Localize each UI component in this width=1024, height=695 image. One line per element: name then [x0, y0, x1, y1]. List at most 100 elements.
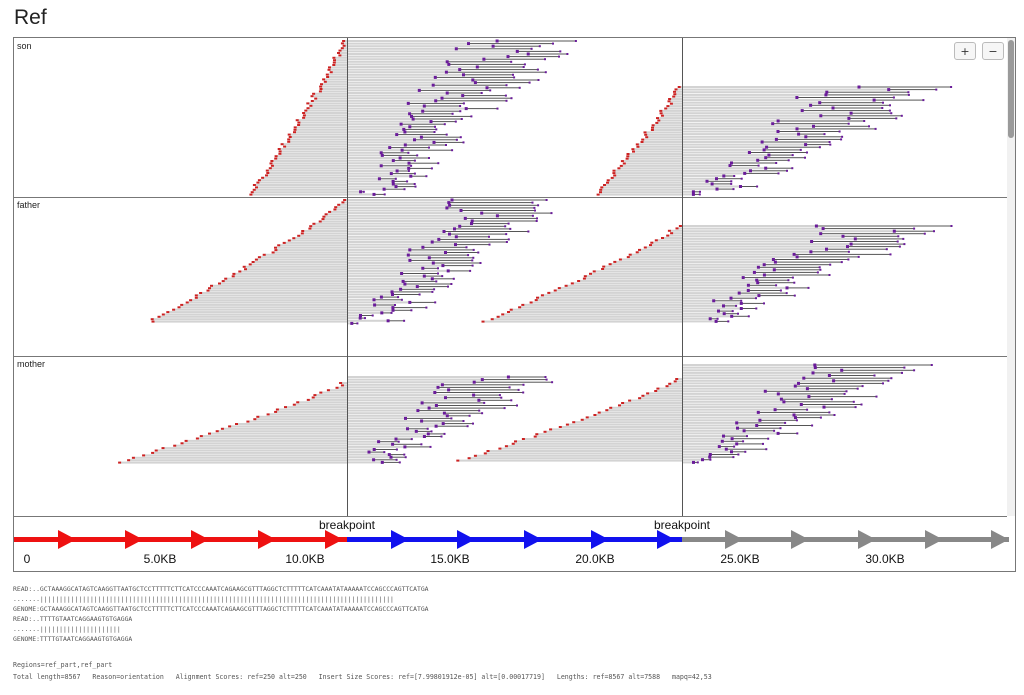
read-segment	[682, 398, 782, 401]
read-segment	[347, 105, 425, 107]
read-segment	[682, 266, 759, 269]
read-segment	[347, 376, 509, 378]
read-segment	[425, 306, 428, 309]
read-segment	[256, 415, 260, 418]
read-segment	[265, 169, 269, 172]
read-segment	[856, 387, 859, 390]
read-segment	[602, 186, 682, 189]
read-segment	[444, 396, 447, 400]
read-segment	[755, 424, 759, 427]
read-segment	[418, 293, 421, 296]
read-segment	[646, 392, 650, 395]
read-segment	[606, 181, 609, 184]
read-segment	[799, 403, 803, 406]
read-segment	[668, 98, 672, 100]
read-segment	[592, 270, 596, 273]
read-segment	[758, 282, 795, 284]
read-segment	[464, 74, 513, 76]
read-segment	[379, 151, 383, 155]
read-segment	[504, 445, 508, 448]
genome-segment	[14, 537, 347, 542]
read-segment	[719, 446, 735, 448]
read-segment	[347, 388, 450, 391]
read-segment	[163, 313, 347, 316]
read-segment	[526, 52, 530, 56]
read-segment	[433, 75, 437, 79]
read-segment	[682, 456, 711, 459]
read-segment	[362, 190, 365, 193]
read-segment	[733, 445, 736, 448]
read-segment	[257, 256, 261, 259]
read-segment	[347, 285, 418, 288]
read-segment	[347, 120, 432, 123]
read-segment	[347, 190, 362, 193]
read-segment	[825, 90, 829, 94]
read-segment	[682, 225, 817, 227]
read-segment	[440, 435, 443, 438]
read-segment	[840, 368, 844, 372]
read-segment	[433, 131, 436, 133]
read-segment	[682, 130, 779, 133]
read-segment	[256, 181, 260, 184]
read-segment	[682, 307, 742, 310]
read-segment	[430, 277, 434, 281]
read-segment	[270, 167, 347, 170]
read-segment	[791, 167, 794, 170]
read-segment	[166, 311, 170, 314]
read-segment	[347, 212, 483, 215]
read-segment	[549, 428, 553, 431]
read-segment	[841, 135, 844, 138]
read-segment	[472, 220, 537, 222]
read-segment	[297, 119, 347, 122]
read-segment	[324, 78, 347, 81]
alignment-viewer[interactable]: son father mother + − 0 5.0KB 10.0KB 15.…	[13, 37, 1016, 572]
zoom-in-button[interactable]: +	[954, 42, 976, 60]
read-segment	[278, 150, 282, 153]
read-segment	[347, 164, 382, 167]
read-segment	[580, 418, 584, 421]
read-segment	[459, 209, 463, 212]
read-segment	[741, 186, 758, 187]
read-segment	[730, 161, 733, 165]
read-segment	[408, 428, 428, 430]
read-segment	[408, 125, 412, 129]
read-segment	[510, 60, 513, 63]
vertical-scrollbar[interactable]	[1007, 38, 1015, 516]
read-segment	[449, 202, 533, 204]
read-segment	[191, 299, 347, 302]
read-segment	[618, 404, 621, 407]
scrollbar-thumb[interactable]	[1008, 40, 1014, 138]
read-segment	[682, 261, 776, 264]
read-segment	[791, 154, 794, 157]
read-segment	[420, 419, 424, 423]
read-segment	[544, 376, 547, 378]
zoom-out-button[interactable]: −	[982, 42, 1004, 60]
read-segment	[413, 172, 416, 175]
read-segment	[316, 97, 347, 100]
read-segment	[347, 301, 411, 304]
read-segment	[347, 214, 498, 217]
track-label-son: son	[17, 41, 32, 51]
read-segment	[447, 92, 482, 94]
read-segment	[402, 273, 438, 274]
read-segment	[443, 123, 446, 126]
read-segment	[522, 383, 525, 386]
read-segment	[794, 253, 891, 255]
read-segment	[478, 409, 481, 412]
read-segment	[559, 50, 562, 53]
read-segment	[429, 407, 505, 409]
read-segment	[682, 240, 813, 243]
read-segment	[852, 400, 855, 403]
read-segment	[641, 138, 645, 141]
read-segment	[732, 456, 735, 459]
read-segment	[851, 243, 905, 245]
read-segment	[726, 448, 767, 450]
read-segment	[630, 253, 682, 256]
read-segment	[462, 420, 465, 422]
read-segment	[775, 284, 778, 287]
read-segment	[444, 251, 447, 254]
read-segment	[682, 395, 810, 398]
read-segment	[347, 185, 397, 188]
read-segment	[811, 371, 815, 375]
read-segment	[215, 430, 219, 433]
